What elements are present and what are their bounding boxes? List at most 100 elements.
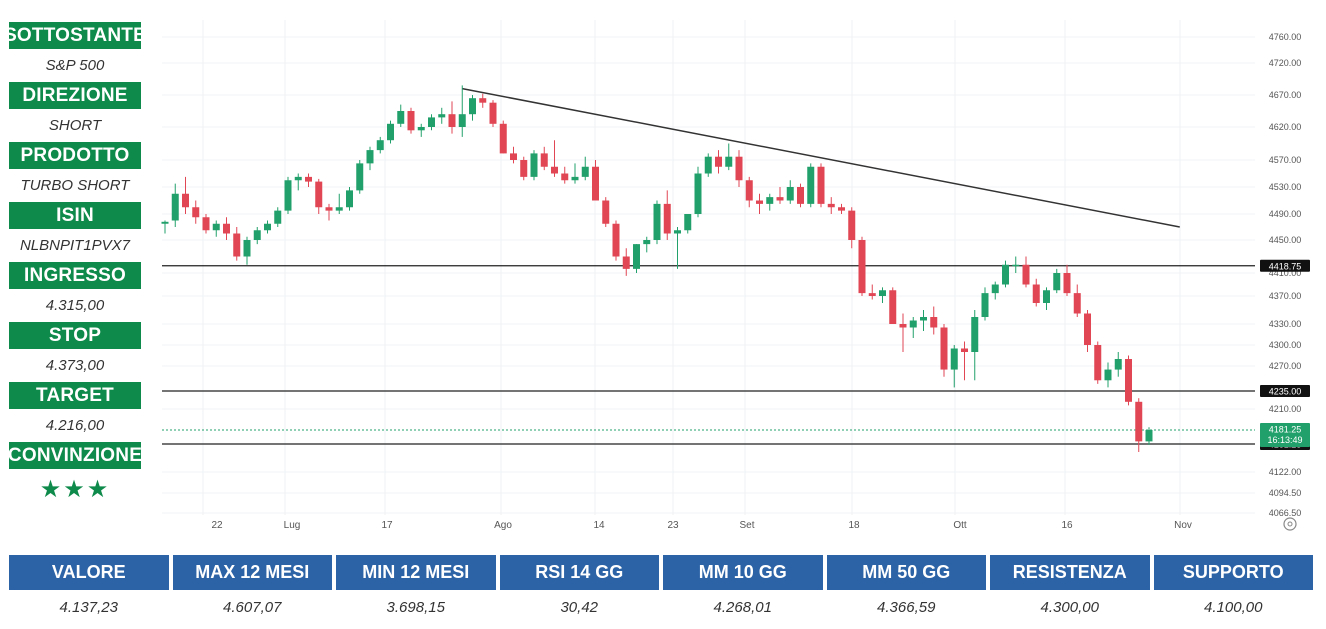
- underlying-label: SOTTOSTANTE: [4, 22, 146, 49]
- candle-body: [366, 150, 374, 164]
- candle: [920, 310, 927, 331]
- candle-body: [1114, 359, 1122, 370]
- y-tick-label: 4620.00: [1269, 122, 1302, 132]
- candle: [663, 190, 671, 240]
- candle: [335, 193, 343, 214]
- candle-body: [930, 317, 938, 328]
- candle-body: [1145, 430, 1153, 442]
- candle: [1012, 256, 1020, 273]
- candle-body: [766, 197, 774, 204]
- candle: [325, 203, 333, 221]
- candle-body: [858, 240, 866, 294]
- candle: [643, 236, 651, 253]
- candle: [684, 214, 692, 234]
- candle-body: [387, 123, 394, 141]
- candle: [1032, 278, 1040, 307]
- chart-settings-icon[interactable]: [1283, 517, 1297, 531]
- candle: [1022, 256, 1030, 288]
- candle-body: [202, 217, 210, 231]
- candle-body: [243, 240, 251, 257]
- candle-body: [715, 156, 722, 167]
- candle-body: [889, 290, 897, 324]
- candle: [294, 173, 302, 191]
- direction-label: DIREZIONE: [9, 82, 141, 109]
- candle: [161, 220, 169, 234]
- candle: [1145, 427, 1153, 445]
- candle: [1043, 287, 1050, 310]
- candle-body: [961, 348, 968, 352]
- entry-label: INGRESSO: [9, 262, 141, 289]
- x-tick-label: Nov: [1174, 520, 1192, 531]
- candle: [1104, 362, 1112, 388]
- candle-body: [1053, 273, 1061, 291]
- candle: [674, 227, 681, 269]
- candle: [458, 85, 466, 137]
- stats-table: VALORE MAX 12 MESI MIN 12 MESI RSI 14 GG…: [9, 555, 1313, 624]
- candle-body: [674, 230, 681, 234]
- candle-body: [581, 166, 589, 177]
- y-axis: 4760.00 4720.00 4670.00 4620.00 4570.00 4530.…: [1269, 32, 1302, 518]
- candle: [909, 317, 917, 338]
- candle: [592, 160, 599, 201]
- y-tick-label: 4450.00: [1269, 235, 1302, 245]
- y-tick-label: 4122.00: [1269, 467, 1302, 477]
- candle: [417, 123, 425, 137]
- trade-summary-panel: SOTTOSTANTE S&P 500 DIREZIONE SHORT PROD…: [4, 22, 146, 509]
- candle-body: [879, 290, 886, 296]
- x-tick-label: Ago: [494, 520, 512, 531]
- level-tag: [1260, 385, 1310, 397]
- y-tick-label: 4370.00: [1269, 291, 1302, 301]
- candle: [571, 163, 579, 184]
- candle-body: [1063, 273, 1071, 294]
- conviction-stars: ★★★: [39, 475, 111, 503]
- candle: [520, 156, 528, 181]
- isin-value: NLBNPIT1PVX7: [19, 237, 131, 254]
- candle-body: [838, 207, 845, 211]
- candle: [725, 143, 733, 171]
- candle: [171, 183, 179, 227]
- candle-body: [653, 203, 661, 240]
- candle: [971, 310, 979, 381]
- candle-body: [335, 207, 343, 211]
- candle: [633, 244, 640, 273]
- candle-body: [264, 223, 271, 231]
- candle-body: [346, 190, 353, 208]
- candle-body: [622, 256, 630, 269]
- y-tick-label: 4210.00: [1269, 404, 1302, 414]
- candle-body: [725, 156, 733, 167]
- candle-body: [417, 127, 425, 131]
- candle: [284, 176, 292, 214]
- candle: [653, 200, 661, 245]
- candle: [756, 193, 763, 214]
- stat-value: 4.137,23: [59, 598, 118, 616]
- candle-body: [305, 176, 312, 182]
- x-tick-label: 16: [1061, 520, 1073, 531]
- candle-body: [223, 223, 230, 234]
- candle-body: [684, 214, 692, 231]
- y-tick-label: 4490.00: [1269, 209, 1302, 219]
- candle-body: [407, 111, 415, 131]
- candle-body: [817, 166, 825, 204]
- candle: [612, 220, 620, 261]
- candle-body: [458, 114, 466, 127]
- candle: [581, 156, 589, 181]
- y-tick-label: 4530.00: [1269, 182, 1302, 192]
- candle-body: [950, 348, 958, 370]
- candle: [510, 146, 517, 164]
- candle-body: [807, 166, 815, 204]
- candle: [366, 146, 374, 171]
- candle-body: [1104, 369, 1112, 381]
- stat-header: MIN 12 MESI: [336, 555, 496, 590]
- candle: [1053, 268, 1061, 294]
- candle: [202, 214, 210, 234]
- candle-body: [561, 173, 569, 181]
- y-tick-label: 4066.50: [1269, 508, 1302, 518]
- candle-body: [1002, 264, 1009, 285]
- y-tick-label: 4670.00: [1269, 90, 1302, 100]
- candle: [1002, 260, 1009, 288]
- underlying-value: S&P 500: [45, 57, 105, 74]
- candle-body: [253, 230, 261, 240]
- candle: [540, 146, 548, 171]
- candle: [838, 203, 845, 214]
- candle: [858, 236, 866, 296]
